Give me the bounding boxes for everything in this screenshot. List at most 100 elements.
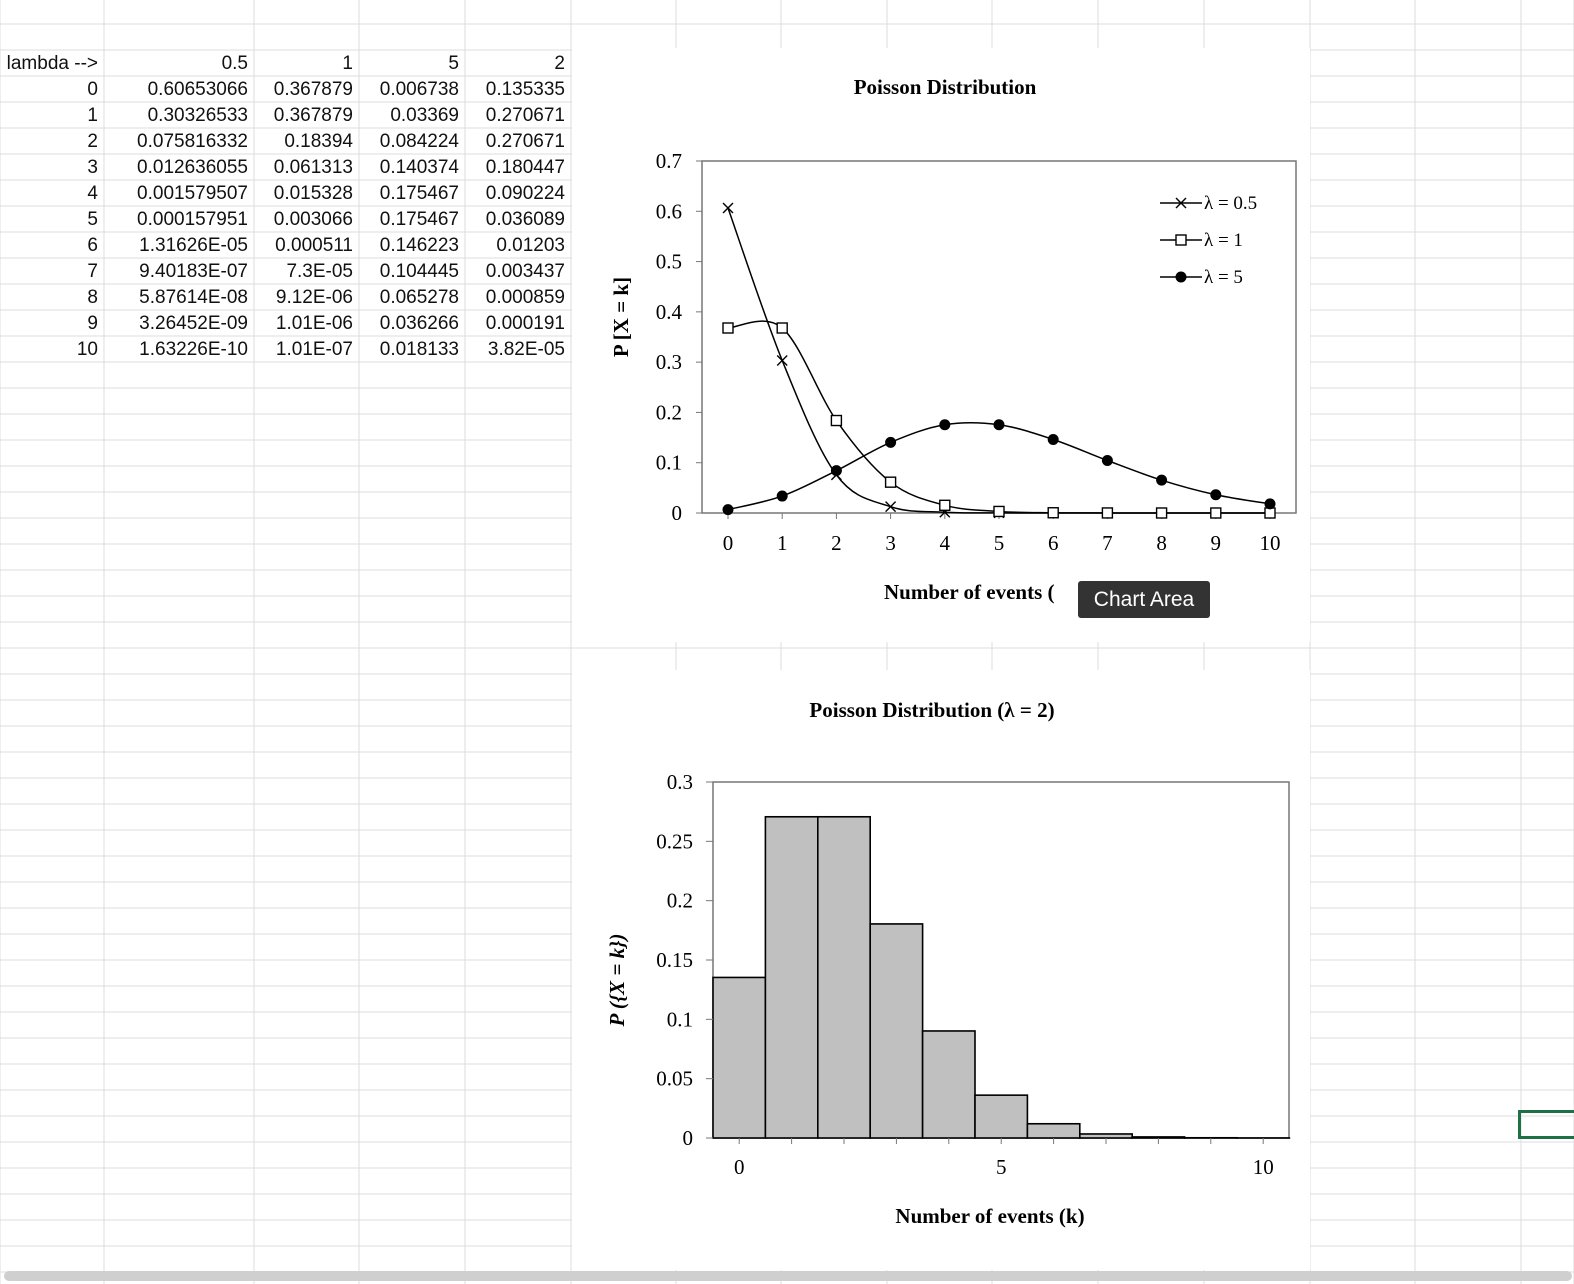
value-cell[interactable]: 5.87614E-08	[139, 287, 248, 308]
k-cell[interactable]: 1	[87, 105, 98, 126]
header-label-cell[interactable]: lambda -->	[6, 53, 98, 74]
bar	[764, 815, 819, 1139]
value-cell[interactable]: 7.3E-05	[286, 261, 353, 282]
value-cell[interactable]: 0.03369	[390, 105, 459, 126]
value-cell[interactable]: 0.146223	[379, 235, 459, 256]
value-cell[interactable]: 0.270671	[485, 105, 565, 126]
k-cell[interactable]: 4	[87, 183, 98, 204]
k-cell[interactable]: 3	[87, 157, 98, 178]
value-cell[interactable]: 0.018133	[379, 339, 459, 360]
x-tick-label: 0	[734, 1155, 745, 1179]
value-cell[interactable]: 1.63226E-10	[139, 339, 248, 360]
x-tick-label: 10	[1253, 1155, 1274, 1179]
poisson-bar-chart[interactable]: Poisson Distribution (λ = 2) 0 0.05 0.1 0.15…	[572, 670, 1310, 1270]
k-cell[interactable]: 0	[87, 79, 98, 100]
value-cell[interactable]: 0.104445	[379, 261, 459, 282]
square-marker	[939, 499, 951, 512]
chart-title: Poisson Distribution	[854, 75, 1037, 99]
circle-marker	[939, 419, 951, 431]
value-cell[interactable]: 0.001579507	[137, 183, 248, 204]
square-marker	[1210, 507, 1222, 519]
value-cell[interactable]: 0.000157951	[137, 209, 248, 230]
value-cell[interactable]: 1.31626E-05	[139, 235, 248, 256]
x-marker	[722, 202, 734, 214]
x-tick-label: 5	[994, 531, 1005, 555]
y-tick-label: 0.3	[656, 350, 682, 374]
circle-marker	[776, 490, 788, 502]
y-axis-label: P ({X = k})	[605, 934, 629, 1028]
value-cell[interactable]: 0.036266	[379, 313, 459, 334]
square-marker	[722, 322, 734, 334]
bar	[921, 1030, 976, 1139]
value-cell[interactable]: 0.000511	[275, 235, 353, 256]
legend-label: λ = 1	[1204, 230, 1243, 251]
y-tick-label: 0.2	[656, 400, 682, 424]
value-cell[interactable]: 0.000859	[485, 287, 565, 308]
value-cell[interactable]: 0.090224	[485, 183, 565, 204]
circle-marker	[1175, 271, 1187, 283]
bar	[869, 923, 924, 1139]
legend-label: λ = 5	[1204, 267, 1243, 288]
value-cell[interactable]: 0.012636055	[137, 157, 248, 178]
value-cell[interactable]: 0.140374	[379, 157, 459, 178]
y-tick-label: 0	[672, 501, 683, 525]
k-cell[interactable]: 2	[87, 131, 98, 152]
y-tick-label: 0.1	[656, 451, 682, 475]
square-marker	[884, 476, 897, 488]
selected-cell[interactable]	[1518, 1110, 1574, 1139]
value-cell[interactable]: 1.01E-06	[275, 313, 353, 334]
value-cell[interactable]: 0.367879	[273, 105, 353, 126]
square-marker	[993, 505, 1005, 518]
bar-chart-canvas: Poisson Distribution (λ = 2) 0 0.05 0.1 0.15…	[605, 698, 1291, 1228]
horizontal-scrollbar[interactable]	[4, 1271, 1572, 1281]
series-line	[727, 320, 1270, 514]
value-cell[interactable]: 0.003437	[485, 261, 565, 282]
circle-marker	[830, 465, 842, 477]
value-cell[interactable]: 1.01E-07	[275, 339, 353, 360]
k-cell[interactable]: 7	[87, 261, 98, 282]
poisson-line-chart[interactable]: Poisson Distribution 0 0.1 0.2 0.3 0.4 0.5 0.6 0…	[572, 48, 1310, 642]
lambda-cell[interactable]: 0.5	[221, 53, 248, 74]
y-tick-label: 0.2	[667, 889, 693, 913]
value-cell[interactable]: 0.270671	[485, 131, 565, 152]
k-cell[interactable]: 8	[87, 287, 98, 308]
value-cell[interactable]: 0.135335	[485, 79, 565, 100]
value-cell[interactable]: 0.180447	[485, 157, 565, 178]
lambda-cell[interactable]: 5	[448, 53, 459, 74]
value-cell[interactable]: 0.036089	[485, 209, 565, 230]
value-cell[interactable]: 0.006738	[379, 79, 459, 100]
value-cell[interactable]: 0.000191	[485, 313, 565, 334]
value-cell[interactable]: 0.367879	[273, 79, 353, 100]
value-cell[interactable]: 0.01203	[496, 235, 565, 256]
value-cell[interactable]: 0.18394	[284, 131, 353, 152]
k-cell[interactable]: 10	[76, 339, 98, 360]
lambda-cell[interactable]: 2	[554, 53, 565, 74]
x-tick-label: 1	[777, 531, 788, 555]
value-cell[interactable]: 0.175467	[379, 209, 459, 230]
legend-label: λ = 0.5	[1204, 193, 1257, 214]
value-cell[interactable]: 9.12E-06	[275, 287, 353, 308]
chart-area-tooltip: Chart Area	[1078, 581, 1210, 618]
circle-marker	[1047, 433, 1059, 445]
value-cell[interactable]: 0.061313	[273, 157, 353, 178]
value-cell[interactable]: 3.26452E-09	[139, 313, 248, 334]
value-cell[interactable]: 0.015328	[273, 183, 353, 204]
value-cell[interactable]: 0.084224	[379, 131, 459, 152]
value-cell[interactable]: 0.075816332	[137, 131, 248, 152]
value-cell[interactable]: 0.30326533	[147, 105, 248, 126]
k-cell[interactable]: 9	[87, 313, 98, 334]
x-tick-label: 9	[1211, 531, 1222, 555]
value-cell[interactable]: 9.40183E-07	[139, 261, 248, 282]
value-cell[interactable]: 0.60653066	[147, 79, 248, 100]
value-cell[interactable]: 0.003066	[273, 209, 353, 230]
k-cell[interactable]: 5	[87, 209, 98, 230]
circle-marker	[1156, 474, 1168, 486]
value-cell[interactable]: 0.065278	[379, 287, 459, 308]
circle-marker	[1210, 489, 1222, 501]
lambda-cell[interactable]: 1	[342, 53, 353, 74]
x-marker	[776, 354, 788, 366]
k-cell[interactable]: 6	[87, 235, 98, 256]
value-cell[interactable]: 0.175467	[379, 183, 459, 204]
x-axis-label: Number of events (k)	[895, 1204, 1084, 1228]
value-cell[interactable]: 3.82E-05	[487, 339, 565, 360]
